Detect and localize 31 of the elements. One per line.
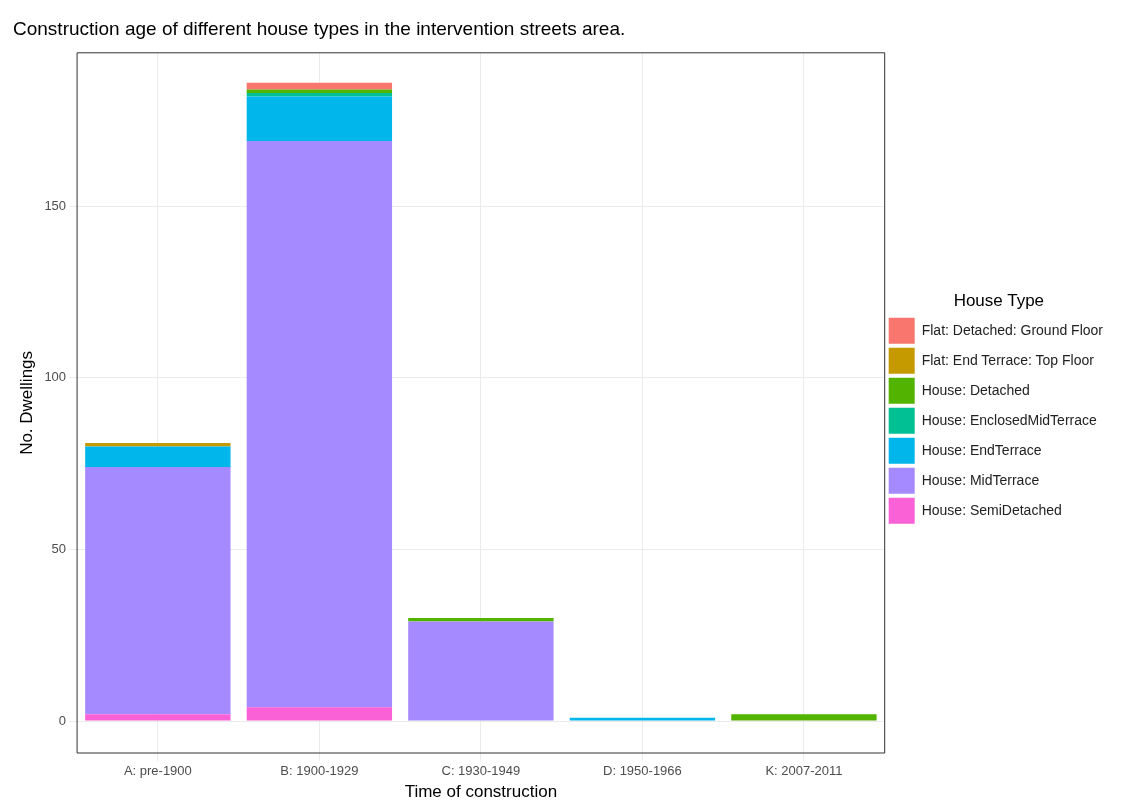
- y-tick-label: 100: [44, 369, 67, 385]
- y-tick-label: 150: [44, 197, 67, 213]
- legend-label: House: Detached: [921, 381, 1030, 398]
- bar: [408, 621, 554, 721]
- bar: [246, 96, 393, 142]
- y-tick-label: 0: [58, 712, 67, 728]
- bar: [408, 618, 554, 622]
- legend-title: House Type: [953, 291, 1045, 311]
- legend-label: House: EndTerrace: [921, 441, 1042, 458]
- bar: [85, 446, 231, 468]
- y-tick-label: 50: [51, 541, 67, 557]
- bar: [731, 714, 877, 721]
- bar: [246, 141, 393, 708]
- legend-label: House: MidTerrace: [921, 471, 1040, 488]
- legend-label: Flat: End Terrace: Top Floor: [921, 351, 1095, 368]
- x-tick-label: B: 1900-1929: [280, 763, 359, 779]
- x-tick-label: K: 2007-2011: [765, 763, 843, 779]
- bar: [246, 707, 393, 721]
- legend-label: House: SemiDetached: [921, 501, 1062, 518]
- bar: [85, 714, 231, 721]
- x-tick-label: C: 1930-1949: [441, 763, 521, 779]
- legend-label: Flat: Detached: Ground Floor: [921, 321, 1104, 338]
- y-axis-title: No. Dwellings: [16, 350, 36, 455]
- bar: [246, 82, 393, 90]
- x-tick-label: A: pre-1900: [123, 763, 192, 779]
- bar: [85, 467, 231, 715]
- legend-label: House: EnclosedMidTerrace: [921, 411, 1097, 428]
- bar: [569, 717, 716, 721]
- chart-title: Construction age of different house types in the intervention streets area.: [13, 17, 626, 39]
- x-tick-label: D: 1950-1966: [603, 763, 682, 779]
- x-axis-title: Time of construction: [404, 782, 558, 802]
